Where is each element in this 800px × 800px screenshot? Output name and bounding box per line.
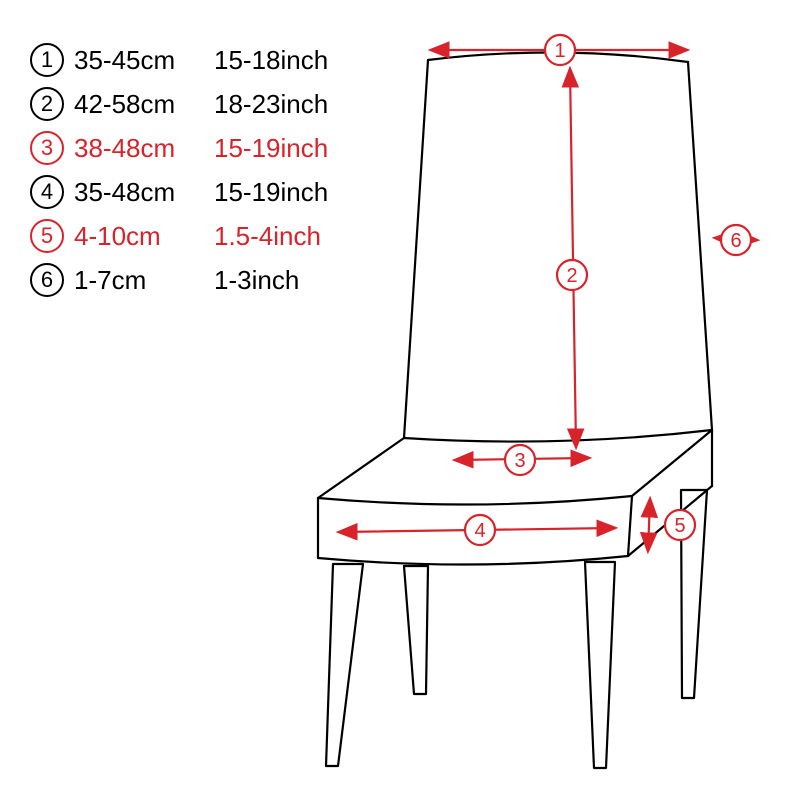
marker-2: 2 (557, 260, 587, 290)
dimension-markers: 1 2 3 4 5 6 (465, 35, 751, 545)
marker-3: 3 (505, 445, 535, 475)
marker-6: 6 (721, 225, 751, 255)
chair-outline (318, 52, 712, 768)
chair-diagram: 1 2 3 4 5 6 (0, 0, 800, 800)
svg-text:5: 5 (674, 515, 685, 537)
svg-text:6: 6 (730, 230, 741, 252)
svg-text:3: 3 (514, 450, 525, 472)
marker-5: 5 (665, 510, 695, 540)
dimension-arrows (340, 50, 756, 550)
arrow-a5 (648, 500, 650, 550)
svg-text:1: 1 (554, 40, 565, 62)
marker-1: 1 (545, 35, 575, 65)
arrow-a2 (570, 70, 576, 446)
marker-4: 4 (465, 515, 495, 545)
svg-text:4: 4 (474, 520, 485, 542)
svg-text:2: 2 (566, 265, 577, 287)
